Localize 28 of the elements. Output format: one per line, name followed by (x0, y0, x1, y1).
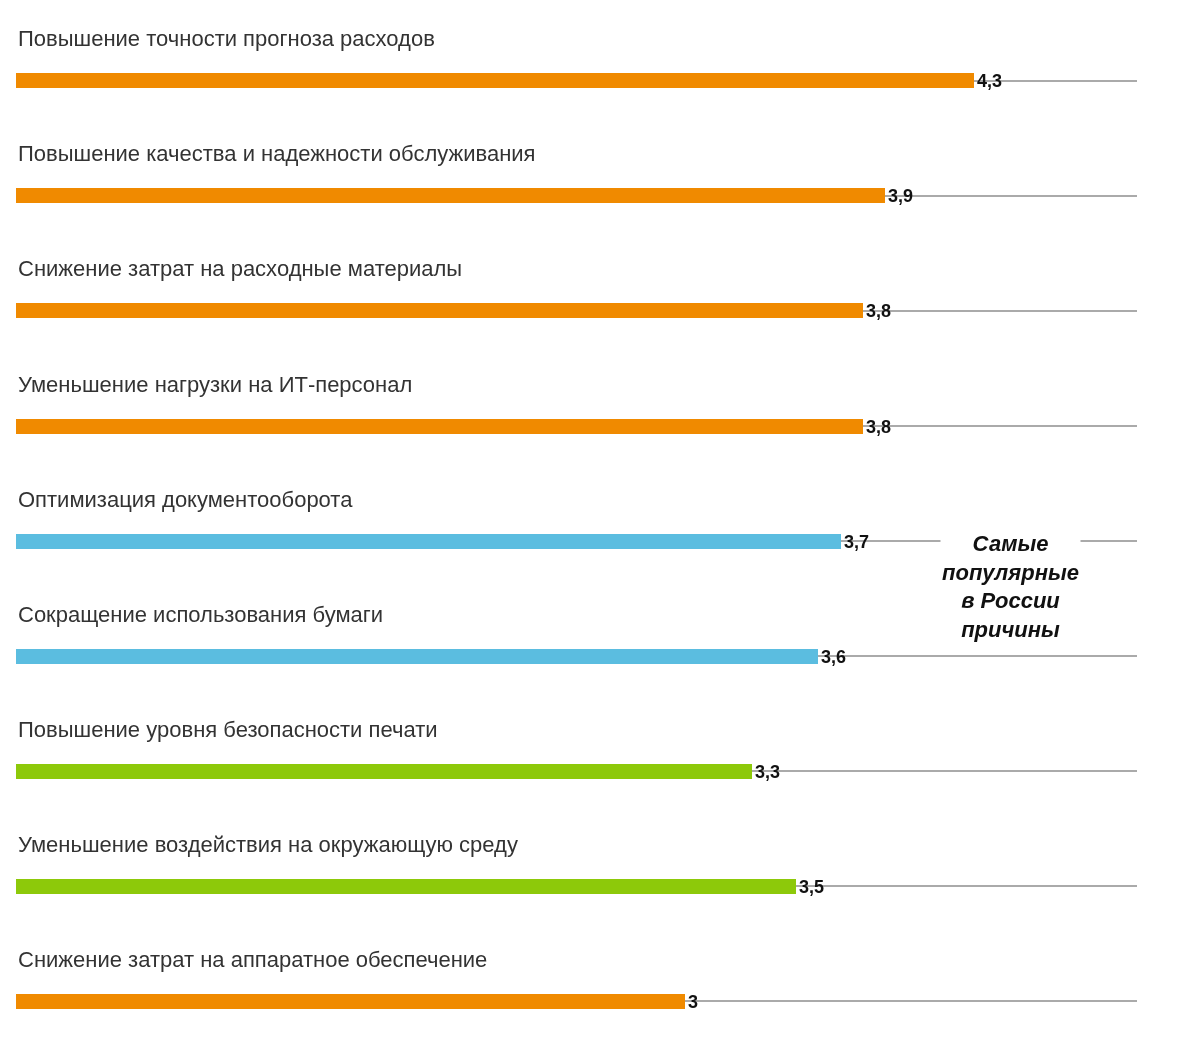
annotation: Самые популярные в России причины (942, 531, 1079, 642)
y-tick-label: Повышение уровня безопасности печати (18, 717, 438, 742)
bar (16, 73, 974, 88)
data-label: 4,3 (977, 70, 1003, 91)
data-label: 3,8 (866, 300, 892, 321)
bar (16, 879, 796, 894)
bar (16, 419, 863, 434)
y-tick-label: Уменьшение воздействия на окружающую среду (18, 832, 518, 857)
data-label: 3,7 (844, 531, 870, 552)
data-label: 3,8 (866, 416, 892, 437)
y-tick-label: Оптимизация документооборота (18, 487, 354, 512)
bar (16, 188, 885, 203)
data-label: 3,6 (821, 646, 847, 667)
y-tick-label: Уменьшение нагрузки на ИТ-персонал (18, 372, 413, 397)
bar (16, 764, 752, 779)
data-label: 3,3 (755, 761, 781, 782)
bar (16, 534, 841, 549)
y-tick-label: Сокращение использования бумаги (18, 602, 384, 627)
y-tick-label: Повышение качества и надежности обслуживания (18, 141, 536, 166)
data-label: 3,9 (888, 185, 914, 206)
data-label: 3 (688, 991, 699, 1012)
data-label: 3,5 (799, 876, 825, 897)
bar (16, 303, 863, 318)
y-tick-label: Повышение точности прогноза расходов (18, 26, 435, 51)
y-tick-label: Снижение затрат на аппаратное обеспечение (18, 947, 488, 972)
y-tick-label: Снижение затрат на расходные материалы (18, 256, 463, 281)
bar (16, 649, 818, 664)
bar (16, 994, 685, 1009)
